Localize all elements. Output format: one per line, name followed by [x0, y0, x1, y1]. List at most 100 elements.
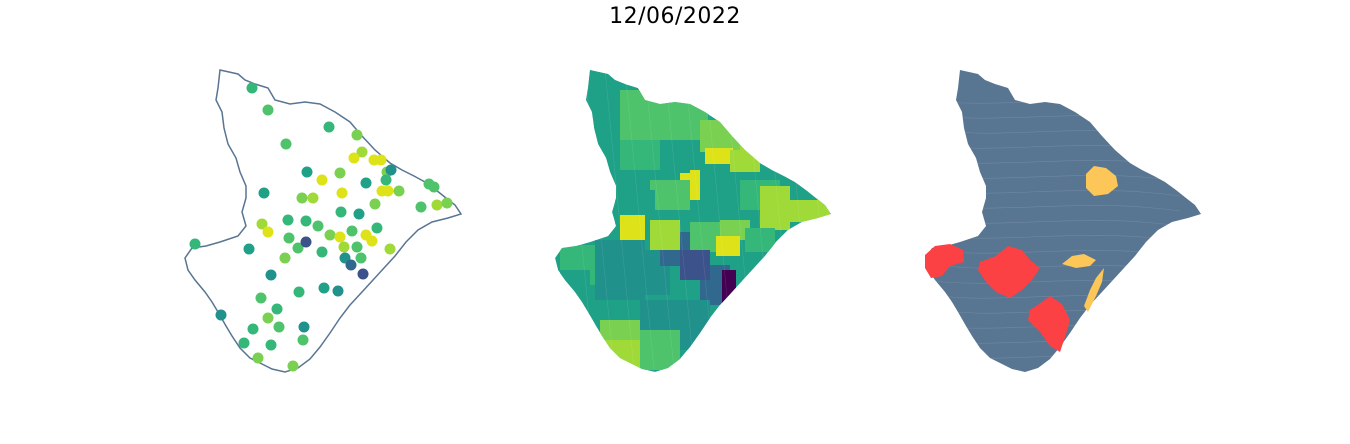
municipality-region	[600, 340, 640, 370]
station-point	[265, 339, 277, 351]
region-border	[940, 174, 1181, 182]
municipality-regions	[555, 70, 831, 372]
station-point	[300, 215, 312, 227]
region-border	[604, 70, 636, 372]
station-point	[255, 292, 267, 304]
region-border	[644, 70, 676, 372]
state-base-fill	[925, 70, 1201, 372]
station-point	[380, 174, 392, 186]
station-point	[345, 259, 357, 271]
station-point	[316, 246, 328, 258]
region-border	[940, 354, 1181, 362]
municipality-region	[705, 148, 733, 164]
station-point	[335, 206, 347, 218]
station-point	[298, 321, 310, 333]
region-border	[924, 189, 1181, 197]
municipality-region	[650, 220, 680, 250]
municipality-region	[790, 200, 830, 222]
region-border	[924, 234, 1181, 242]
station-point	[351, 241, 363, 253]
region-border	[804, 70, 831, 372]
station-point	[431, 199, 443, 211]
municipality-region	[690, 222, 720, 252]
station-point	[366, 235, 378, 247]
region-border	[564, 70, 596, 372]
station-point	[279, 252, 291, 264]
municipality-region	[700, 170, 730, 210]
station-point	[334, 231, 346, 243]
region-border	[824, 70, 831, 372]
station-point	[346, 225, 358, 237]
station-point	[415, 201, 427, 213]
station-point	[385, 164, 397, 176]
station-point	[441, 197, 453, 209]
region-border	[932, 204, 1181, 212]
highlighted-region	[925, 244, 964, 278]
categorical-map	[924, 70, 1201, 372]
station-point	[273, 321, 285, 333]
station-point	[384, 243, 396, 255]
region-border	[924, 279, 1181, 287]
station-point	[246, 82, 258, 94]
state-outline	[184, 69, 463, 373]
region-border	[924, 144, 1181, 152]
region-border	[940, 219, 1181, 227]
station-point	[287, 360, 299, 372]
station-point	[256, 218, 268, 230]
station-point	[307, 192, 319, 204]
station-point	[301, 166, 313, 178]
station-point	[316, 174, 328, 186]
region-border	[624, 70, 656, 372]
station-point	[282, 214, 294, 226]
station-point	[262, 226, 274, 238]
highlighted-region	[1062, 254, 1096, 268]
municipality-region	[650, 180, 690, 210]
station-point	[318, 282, 330, 294]
station-point	[262, 312, 274, 324]
municipality-region	[680, 250, 710, 280]
municipality-borders	[924, 99, 1181, 362]
station-point	[262, 104, 274, 116]
station-point	[297, 334, 309, 346]
highlighted-region	[1028, 296, 1070, 352]
station-point	[271, 303, 283, 315]
station-point	[243, 243, 255, 255]
station-point	[323, 121, 335, 133]
station-point	[369, 198, 381, 210]
municipality-region	[660, 148, 690, 173]
municipality-region	[585, 70, 625, 118]
municipality-region	[720, 220, 750, 240]
station-point	[356, 146, 368, 158]
municipality-region	[760, 186, 790, 230]
station-point	[348, 152, 360, 164]
station-point	[332, 285, 344, 297]
station-point	[300, 236, 312, 248]
station-point	[283, 232, 295, 244]
municipality-region	[560, 270, 590, 320]
choropleth-map	[555, 70, 831, 372]
station-point	[280, 138, 292, 150]
station-point	[393, 185, 405, 197]
station-point	[336, 187, 348, 199]
station-point	[371, 222, 383, 234]
station-point	[215, 309, 227, 321]
station-point	[293, 286, 305, 298]
region-border	[924, 99, 1181, 107]
highlighted-region	[1086, 166, 1118, 196]
station-point	[351, 129, 363, 141]
station-point	[382, 185, 394, 197]
region-border	[932, 159, 1181, 167]
station-point	[428, 181, 440, 193]
station-point	[324, 229, 336, 241]
station-points	[189, 82, 453, 372]
station-point	[375, 154, 387, 166]
station-point	[252, 352, 264, 364]
station-point	[334, 167, 346, 179]
station-point	[353, 208, 365, 220]
region-border	[940, 129, 1181, 137]
station-point	[360, 177, 372, 189]
region-border	[664, 70, 696, 372]
station-point	[296, 192, 308, 204]
municipality-region	[700, 120, 740, 152]
